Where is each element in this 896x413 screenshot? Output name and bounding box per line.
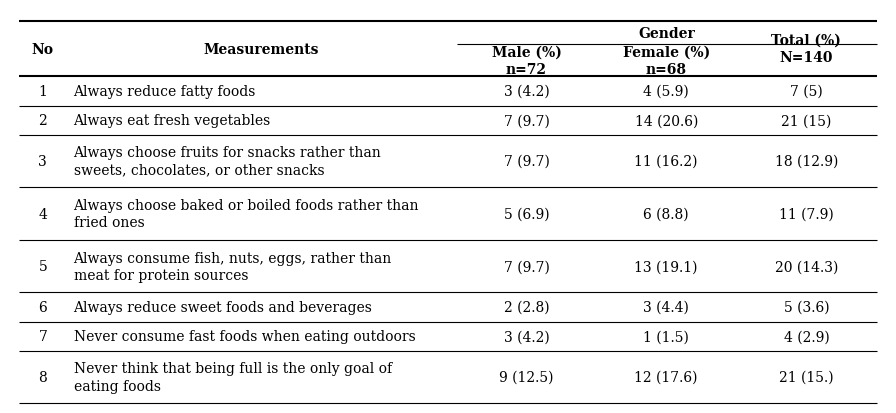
Text: 7 (9.7): 7 (9.7): [504, 155, 549, 169]
Text: 2 (2.8): 2 (2.8): [504, 300, 549, 314]
Text: Always consume fish, nuts, eggs, rather than
meat for protein sources: Always consume fish, nuts, eggs, rather …: [73, 251, 392, 282]
Text: Never think that being full is the only goal of
eating foods: Never think that being full is the only …: [73, 362, 392, 393]
Text: 7: 7: [39, 330, 47, 344]
Text: Never consume fast foods when eating outdoors: Never consume fast foods when eating out…: [73, 330, 416, 344]
Text: No: No: [32, 43, 54, 57]
Text: 7 (5): 7 (5): [790, 85, 823, 99]
Text: 4: 4: [39, 207, 47, 221]
Text: 11 (16.2): 11 (16.2): [634, 155, 698, 169]
Text: 6 (8.8): 6 (8.8): [643, 207, 689, 221]
Text: 20 (14.3): 20 (14.3): [775, 259, 838, 273]
Text: 3 (4.2): 3 (4.2): [504, 85, 549, 99]
Text: 4 (5.9): 4 (5.9): [643, 85, 689, 99]
Text: 3: 3: [39, 155, 47, 169]
Text: 1: 1: [39, 85, 47, 99]
Text: 13 (19.1): 13 (19.1): [634, 259, 698, 273]
Text: 5 (6.9): 5 (6.9): [504, 207, 549, 221]
Text: 12 (17.6): 12 (17.6): [634, 370, 698, 384]
Text: 5 (3.6): 5 (3.6): [784, 300, 829, 314]
Text: 3 (4.2): 3 (4.2): [504, 330, 549, 344]
Text: Gender: Gender: [638, 26, 695, 40]
Text: 1 (1.5): 1 (1.5): [643, 330, 689, 344]
Text: 3 (4.4): 3 (4.4): [643, 300, 689, 314]
Text: Male (%)
n=72: Male (%) n=72: [492, 45, 562, 77]
Text: 14 (20.6): 14 (20.6): [634, 114, 698, 128]
Text: 6: 6: [39, 300, 47, 314]
Text: Female (%)
n=68: Female (%) n=68: [623, 45, 710, 77]
Text: 9 (12.5): 9 (12.5): [499, 370, 554, 384]
Text: Total (%)
N=140: Total (%) N=140: [771, 34, 841, 65]
Text: 21 (15.): 21 (15.): [780, 370, 834, 384]
Text: 21 (15): 21 (15): [781, 114, 831, 128]
Text: 8: 8: [39, 370, 47, 384]
Text: 2: 2: [39, 114, 47, 128]
Text: Always reduce sweet foods and beverages: Always reduce sweet foods and beverages: [73, 300, 373, 314]
Text: Always choose baked or boiled foods rather than
fried ones: Always choose baked or boiled foods rath…: [73, 199, 419, 230]
Text: Measurements: Measurements: [203, 43, 319, 57]
Text: 7 (9.7): 7 (9.7): [504, 114, 549, 128]
Text: Always choose fruits for snacks rather than
sweets, chocolates, or other snacks: Always choose fruits for snacks rather t…: [73, 146, 382, 177]
Text: 18 (12.9): 18 (12.9): [775, 155, 838, 169]
Text: 5: 5: [39, 259, 47, 273]
Text: Always eat fresh vegetables: Always eat fresh vegetables: [73, 114, 271, 128]
Text: 11 (7.9): 11 (7.9): [779, 207, 834, 221]
Text: Always reduce fatty foods: Always reduce fatty foods: [73, 85, 256, 99]
Text: 4 (2.9): 4 (2.9): [784, 330, 830, 344]
Text: 7 (9.7): 7 (9.7): [504, 259, 549, 273]
